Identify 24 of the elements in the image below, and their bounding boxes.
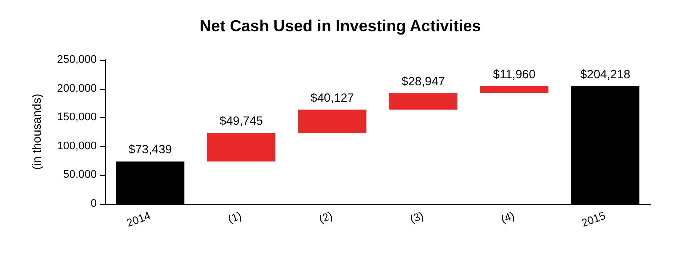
y-tick-label: 250,000	[57, 54, 97, 66]
x-tick-label: (2)	[318, 210, 335, 226]
y-tick-label: 50,000	[63, 169, 97, 182]
y-axis-title: (in thousands)	[30, 94, 44, 170]
bar	[298, 110, 367, 134]
y-tick-label: 200,000	[57, 82, 97, 95]
x-tick-label: 2014	[125, 210, 153, 230]
data-label: $204,218	[580, 67, 631, 82]
data-label: $11,960	[493, 67, 536, 82]
data-label: $49,745	[220, 114, 264, 128]
x-tick-label: (3)	[408, 210, 426, 226]
y-tick-label: 150,000	[57, 112, 97, 124]
bar	[389, 93, 458, 110]
y-tick-label: 0	[90, 198, 97, 210]
data-label: $73,439	[128, 142, 173, 157]
x-tick-label: (1)	[226, 210, 244, 226]
data-label: $40,127	[310, 90, 355, 105]
bar	[207, 133, 276, 162]
y-tick-label: 100,000	[57, 140, 97, 152]
x-tick-label: 2015	[580, 210, 608, 230]
chart-title: Net Cash Used in Investing Activities	[200, 18, 482, 36]
bar	[480, 86, 549, 94]
data-label: $28,947	[402, 74, 446, 88]
x-tick-label: (4)	[500, 210, 517, 226]
